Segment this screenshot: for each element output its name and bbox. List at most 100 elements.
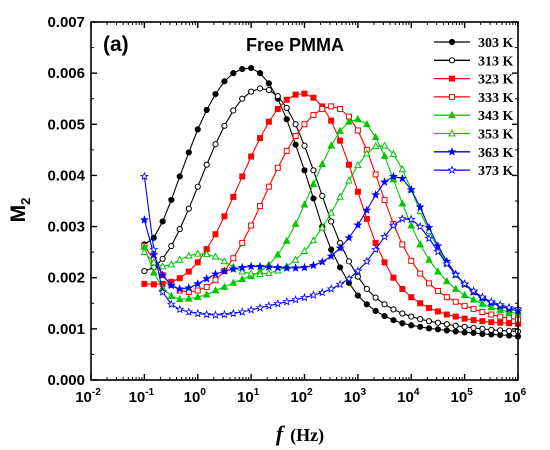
data-point <box>408 294 415 301</box>
data-point <box>300 200 309 208</box>
x-tick-label: 105 <box>451 387 474 406</box>
data-point <box>184 294 193 302</box>
data-point <box>434 288 441 295</box>
data-point <box>221 122 228 129</box>
data-point <box>408 257 415 264</box>
data-point <box>496 305 505 313</box>
legend-item: 373 K <box>434 164 514 179</box>
series-group <box>139 64 523 340</box>
data-point <box>477 292 487 301</box>
data-point <box>345 176 353 184</box>
x-tick-label: 101 <box>237 387 260 406</box>
x-tick-exponent: 5 <box>467 387 473 398</box>
series-line <box>143 176 519 316</box>
legend-item: 313 K <box>434 54 514 69</box>
legend-marker <box>447 165 457 174</box>
data-point <box>248 222 255 229</box>
x-tick-exponent: 3 <box>360 387 366 398</box>
x-tick-base: 10 <box>237 389 254 406</box>
data-point <box>337 105 344 112</box>
data-point <box>442 277 451 285</box>
data-point <box>390 306 397 313</box>
data-point <box>380 232 390 241</box>
x-tick-base: 10 <box>451 389 468 406</box>
x-axis-label: f (Hz) <box>276 421 324 446</box>
data-point <box>175 284 185 293</box>
data-point <box>158 287 168 296</box>
data-point <box>239 173 246 180</box>
data-point <box>256 70 264 77</box>
data-point <box>247 269 255 277</box>
x-tick-label: 106 <box>504 387 527 406</box>
data-point <box>479 318 486 325</box>
data-point <box>371 142 380 150</box>
data-point <box>488 319 495 326</box>
x-axis-label-unit: (Hz) <box>290 425 324 446</box>
data-point <box>408 313 415 320</box>
data-point <box>230 70 237 77</box>
data-point <box>470 305 477 312</box>
axes: 0.000 0.001 0.002 0.003 0.004 0.005 0.006 0.007… <box>47 14 526 406</box>
data-point <box>319 192 326 199</box>
data-point <box>388 220 398 230</box>
data-point <box>327 208 336 216</box>
legend-item: 323 K <box>434 73 514 88</box>
data-point <box>246 305 256 314</box>
y-axis-label-main: M <box>7 205 30 223</box>
data-point <box>150 281 157 288</box>
data-point <box>257 203 264 210</box>
data-point <box>301 167 308 174</box>
data-point <box>238 274 247 283</box>
data-point <box>397 173 407 183</box>
data-point <box>443 294 450 301</box>
data-point <box>175 304 185 314</box>
data-point <box>282 263 292 272</box>
data-point <box>318 223 327 231</box>
data-point <box>221 78 228 85</box>
data-point <box>407 221 416 229</box>
data-point <box>469 295 478 303</box>
data-point <box>371 244 381 254</box>
data-point <box>478 299 487 307</box>
legend-label: 313 K <box>478 54 514 69</box>
chart-title: Free PMMA <box>246 35 344 55</box>
data-point <box>167 291 176 300</box>
x-tick-label: 102 <box>290 387 313 406</box>
data-point <box>193 249 202 257</box>
data-point <box>184 251 193 259</box>
x-axis-label-symbol: f <box>276 421 286 446</box>
data-point <box>344 273 354 283</box>
data-point <box>488 326 495 333</box>
data-point <box>220 282 229 290</box>
data-point <box>354 114 362 123</box>
y-tick-label: 0.006 <box>47 65 85 82</box>
data-point <box>185 149 192 156</box>
data-point <box>310 112 317 119</box>
y-tick-label: 0.004 <box>47 167 85 184</box>
data-point <box>328 103 335 110</box>
data-point <box>184 283 194 292</box>
y-axis-label-sub: 2 <box>18 198 33 205</box>
y-axis-label: M2 <box>7 198 33 223</box>
data-point <box>310 195 317 202</box>
data-point <box>141 280 148 287</box>
data-point <box>390 317 397 324</box>
data-point <box>416 240 425 248</box>
data-point <box>488 311 495 318</box>
series-303-k <box>141 64 522 340</box>
data-point <box>255 261 265 271</box>
legend-label: 323 K <box>478 73 514 88</box>
data-point <box>479 308 486 315</box>
data-point <box>354 127 361 134</box>
data-point <box>497 319 504 326</box>
data-point <box>451 269 461 279</box>
data-point <box>273 250 282 258</box>
data-point <box>470 329 477 337</box>
data-point <box>398 165 407 173</box>
data-point <box>354 160 362 169</box>
data-point <box>202 273 212 283</box>
data-point <box>336 192 344 200</box>
data-point <box>185 205 192 212</box>
data-point <box>443 311 450 318</box>
data-point <box>211 286 220 294</box>
